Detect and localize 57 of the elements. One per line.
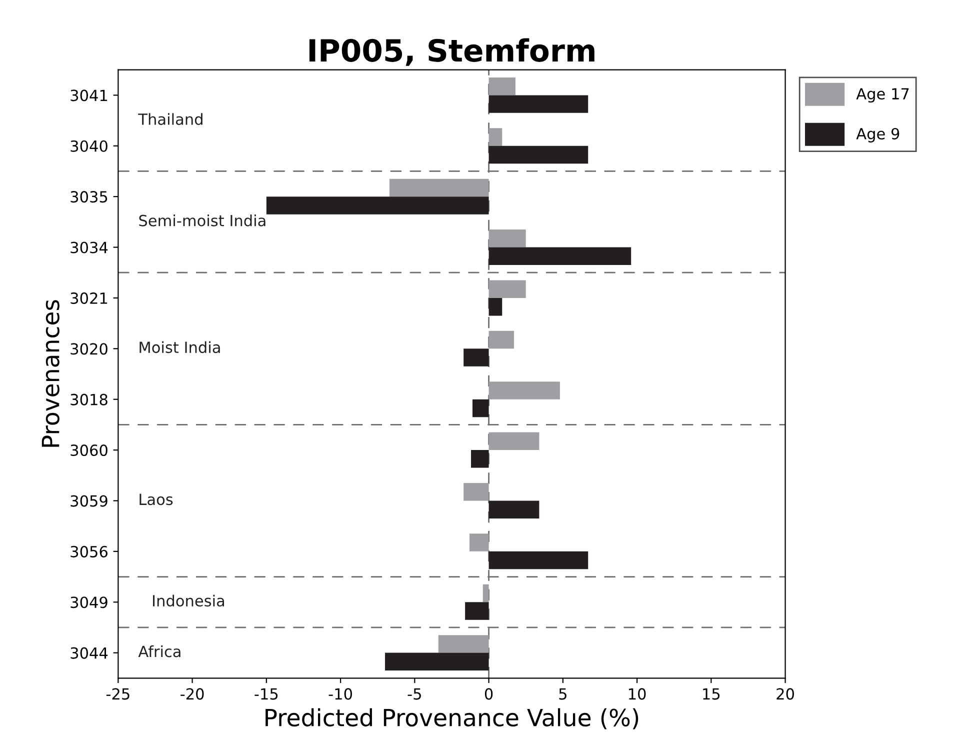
y-tick-label: 3035 [70, 191, 108, 203]
x-tick-label: -10 [328, 688, 352, 700]
y-tick-label: 3041 [70, 90, 108, 102]
bar [266, 196, 489, 214]
bar [488, 128, 502, 146]
x-tick-label: 15 [703, 688, 720, 700]
x-tick-label: 10 [628, 688, 646, 700]
bar [488, 247, 632, 266]
y-tick-label: 3056 [70, 546, 108, 558]
y-tick-label: 3034 [70, 242, 108, 254]
bar [464, 482, 489, 501]
bar [488, 298, 502, 316]
bar [488, 330, 514, 349]
y-tick-label: 3021 [70, 292, 108, 304]
bar [488, 382, 560, 400]
bar [464, 348, 489, 366]
x-tick-label: -20 [180, 688, 204, 700]
x-tick-label: -15 [254, 688, 278, 700]
bar [472, 399, 489, 418]
annotation: Africa [138, 645, 180, 658]
annotation: Moist India [140, 341, 220, 354]
bar [488, 146, 588, 164]
bar [488, 551, 588, 570]
bar [488, 77, 516, 96]
x-tick-label: -5 [408, 688, 421, 700]
bar [385, 652, 489, 671]
bar [488, 500, 540, 518]
annotation: Thailand [138, 113, 202, 125]
y-tick-label: 3020 [70, 343, 108, 355]
annotation: Indonesia [153, 594, 224, 607]
x-tick-label: -25 [106, 688, 130, 700]
bar [482, 584, 489, 602]
bar [438, 635, 489, 653]
annotation: Semi-moist India [139, 214, 266, 226]
x-tick-label: 20 [776, 688, 794, 700]
bar [488, 230, 526, 248]
y-axis-title: Provenances [42, 300, 60, 447]
x-tick-label: 5 [559, 688, 566, 700]
bar [389, 178, 489, 197]
bar [470, 534, 489, 552]
legend-label: Age 17 [856, 88, 909, 103]
annotation: Laos [140, 494, 173, 506]
bar [470, 450, 489, 468]
bar [465, 602, 489, 620]
bar [488, 280, 526, 298]
y-tick-label: 3018 [70, 394, 108, 406]
y-tick-label: 3049 [70, 596, 108, 608]
legend-label: Age 9 [856, 128, 900, 142]
y-tick-label: 3044 [70, 647, 108, 659]
x-tick-label: 0 [484, 688, 493, 700]
bar [488, 432, 540, 450]
x-axis-title: Predicted Provenance Value (%) [266, 708, 638, 730]
y-tick-label: 3060 [70, 444, 108, 456]
chart-title: IP005, Stemform [309, 38, 594, 66]
y-tick-label: 3059 [70, 495, 108, 507]
bar [488, 95, 588, 113]
y-tick-label: 3040 [70, 140, 108, 152]
